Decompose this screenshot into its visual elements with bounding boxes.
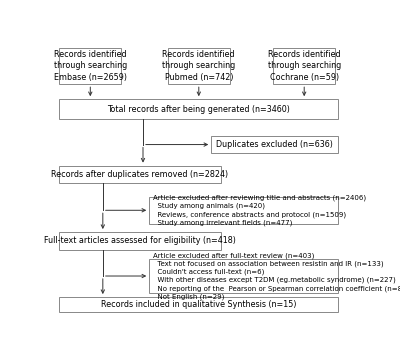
Text: Records identified
through searching
Embase (n=2659): Records identified through searching Emb… xyxy=(54,50,127,82)
Text: Records identified
through searching
Cochrane (n=59): Records identified through searching Coc… xyxy=(268,50,341,82)
Text: Duplicates excluded (n=636): Duplicates excluded (n=636) xyxy=(216,140,333,149)
FancyBboxPatch shape xyxy=(59,48,121,84)
FancyBboxPatch shape xyxy=(168,48,230,84)
Text: Records after duplicates removed (n=2824): Records after duplicates removed (n=2824… xyxy=(51,170,228,179)
FancyBboxPatch shape xyxy=(211,136,338,153)
Text: Full-text articles assessed for eligibility (n=418): Full-text articles assessed for eligibil… xyxy=(44,236,236,245)
FancyBboxPatch shape xyxy=(59,297,338,312)
FancyBboxPatch shape xyxy=(59,232,220,250)
Text: Article excluded after full-text review (n=403)
  Text not focused on associatio: Article excluded after full-text review … xyxy=(153,252,400,300)
FancyBboxPatch shape xyxy=(59,99,338,119)
FancyBboxPatch shape xyxy=(149,197,338,224)
Text: Article excluded after reviewing title and abstracts (n=2406)
  Study among anim: Article excluded after reviewing title a… xyxy=(153,195,366,226)
Text: Records identified
through searching
Pubmed (n=742): Records identified through searching Pub… xyxy=(162,50,236,82)
FancyBboxPatch shape xyxy=(273,48,335,84)
Text: Records included in qualitative Synthesis (n=15): Records included in qualitative Synthesi… xyxy=(101,300,296,309)
Text: Total records after being generated (n=3460): Total records after being generated (n=3… xyxy=(107,105,290,114)
FancyBboxPatch shape xyxy=(149,259,338,293)
FancyBboxPatch shape xyxy=(59,165,220,183)
